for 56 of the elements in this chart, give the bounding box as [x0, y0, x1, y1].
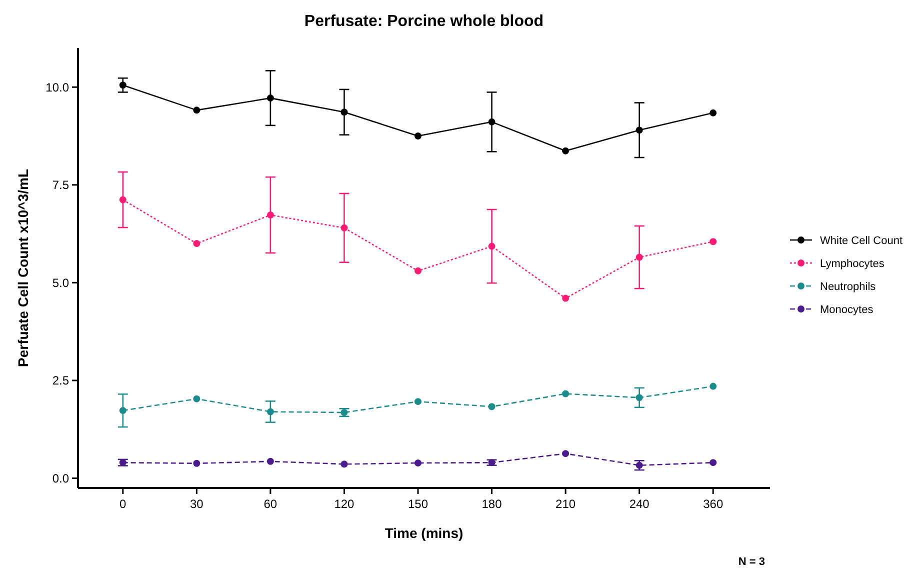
- legend-label: Monocytes: [820, 304, 874, 316]
- text: N = 3: [738, 556, 765, 568]
- point: [266, 94, 274, 102]
- x-tick-label: 30: [190, 497, 204, 511]
- point: [488, 459, 496, 466]
- point: [710, 109, 717, 116]
- x-tick-label: 180: [482, 497, 502, 511]
- y-axis-title: Perfuate Cell Count x10^3/mL: [15, 168, 31, 368]
- point: [562, 390, 570, 398]
- point: [562, 294, 570, 302]
- y-tick-label: 2.5: [52, 374, 70, 388]
- point: [488, 118, 496, 126]
- point: [266, 212, 274, 219]
- y-tick-label: 7.5: [52, 178, 70, 192]
- x-axis-title: Time (mins): [384, 525, 464, 541]
- legend-label: Neutrophils: [820, 280, 876, 293]
- point: [119, 459, 126, 466]
- point: [193, 240, 200, 248]
- point: [414, 459, 422, 466]
- y-tick-label: 5.0: [52, 276, 70, 290]
- point: [340, 460, 348, 468]
- point: [193, 106, 200, 114]
- x-tick-label: 150: [408, 497, 428, 511]
- point: [636, 254, 643, 261]
- legend-label: White Cell Count: [820, 234, 903, 247]
- point: [414, 398, 422, 406]
- point: [710, 382, 717, 390]
- point: [414, 267, 422, 274]
- y-tick-label: 0.0: [52, 471, 70, 486]
- chart-title: Perfusate: Porcine whole blood: [304, 13, 544, 30]
- point: [562, 450, 570, 458]
- point: [266, 458, 274, 465]
- x-tick-label: 120: [334, 497, 355, 511]
- point: [710, 459, 717, 466]
- point: [119, 196, 126, 204]
- x-tick-label: 360: [703, 497, 724, 511]
- y-tick-label: 10.0: [46, 80, 70, 94]
- x-tick-label: 60: [264, 497, 278, 511]
- point: [193, 395, 200, 402]
- point: [193, 460, 200, 467]
- point: [562, 147, 570, 154]
- point: [488, 403, 496, 410]
- x-tick-label: 210: [556, 497, 576, 511]
- point: [340, 108, 348, 116]
- point: [414, 132, 422, 140]
- legend-label: Lymphocytes: [820, 258, 885, 270]
- point: [636, 394, 643, 402]
- point: [636, 126, 643, 134]
- point: [119, 407, 126, 414]
- x-tick-label: 240: [629, 497, 650, 511]
- point: [488, 242, 496, 250]
- point: [340, 224, 348, 232]
- point: [266, 408, 274, 416]
- x-tick-label: 0: [120, 497, 127, 511]
- point: [710, 238, 717, 246]
- point: [119, 82, 126, 89]
